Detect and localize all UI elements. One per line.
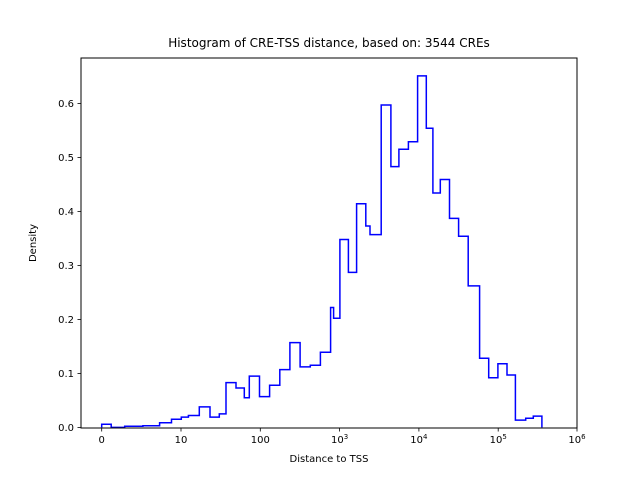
- y-tick-label: 0.5: [58, 153, 74, 164]
- y-tick-label: 0.3: [58, 261, 74, 272]
- y-axis-label: Density: [28, 224, 39, 262]
- histogram-step-line: [100, 75, 543, 429]
- x-tick-exponent: 4: [423, 433, 428, 441]
- x-tick-label: 0: [99, 435, 105, 446]
- x-tick-exponent: 6: [581, 433, 586, 441]
- chart-title: Histogram of CRE-TSS distance, based on:…: [168, 36, 490, 50]
- x-tick-exponent: 5: [502, 433, 506, 441]
- y-tick-label: 0.2: [58, 315, 74, 326]
- axes-frame: [80, 57, 578, 429]
- x-tick-label: 100: [251, 435, 270, 446]
- x-tick-label: 10: [175, 435, 188, 446]
- y-tick-label: 0.0: [58, 423, 74, 434]
- y-tick-label: 0.1: [58, 369, 74, 380]
- x-axis-label: Distance to TSS: [290, 454, 369, 465]
- y-tick-label: 0.4: [58, 207, 74, 218]
- y-tick-label: 0.6: [58, 99, 74, 110]
- x-tick-exponent: 3: [344, 433, 348, 441]
